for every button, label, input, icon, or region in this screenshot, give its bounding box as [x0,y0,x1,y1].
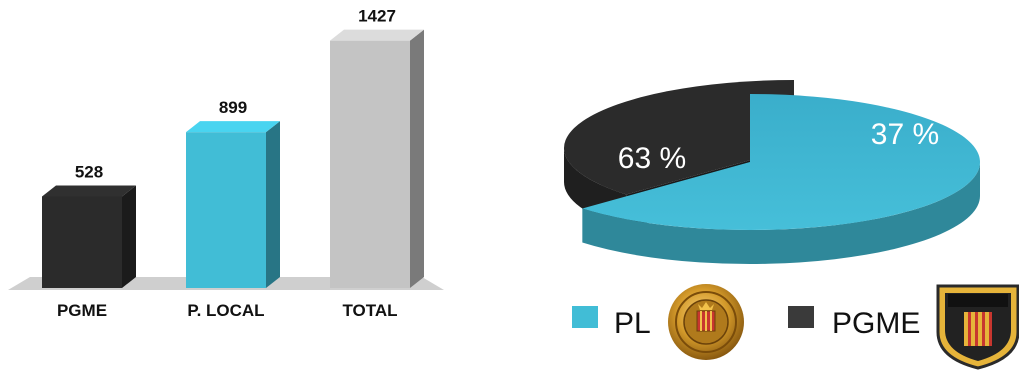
pie-slices-layer [563,80,980,264]
bars-layer [42,29,424,289]
bar-value-label: 1427 [358,7,396,26]
bar-side [122,185,136,288]
bar-top [330,29,424,41]
pie-value-label-pl: 63 % [618,142,686,175]
bar-front [42,196,122,288]
policia-local-badge-icon [668,284,744,360]
bar-chart: 528 899 1427 PGME P. LOCAL TOTAL [8,7,444,320]
bar-category-label: PGME [57,301,107,320]
bar-front [330,40,410,288]
legend-swatch-pgme [788,306,814,328]
pie-slice-top [563,80,794,195]
pie-legend: PL PGME [572,284,1019,370]
bar-pgme [42,185,136,288]
bar-side [410,29,424,289]
bar-side [266,121,280,288]
bar-value-label: 899 [219,98,247,117]
bar-total [330,29,424,289]
bar-p-local [186,121,280,288]
bar-values-layer: 528 899 1427 [75,7,396,182]
pie-slice-pl [582,94,980,264]
pie-slice-side [582,162,980,264]
pie-value-label-pgme: 37 % [871,118,939,151]
legend-label-pgme: PGME [832,307,920,340]
bar-value-label: 528 [75,162,103,181]
bar-category-label: TOTAL [342,301,397,320]
mossos-badge-icon [936,284,1019,370]
pie-chart: 63 % 37 % [563,80,980,264]
legend-label-pl: PL [614,307,651,340]
pie-slice-top [582,94,980,230]
bar-category-label: P. LOCAL [187,301,264,320]
bar-top [186,121,280,133]
legend-swatch-pl [572,306,598,328]
bar-categories-layer: PGME P. LOCAL TOTAL [57,301,398,320]
pie-labels-layer: 63 % 37 % [618,118,939,175]
bar-front [186,132,266,288]
bar-top [42,185,136,197]
